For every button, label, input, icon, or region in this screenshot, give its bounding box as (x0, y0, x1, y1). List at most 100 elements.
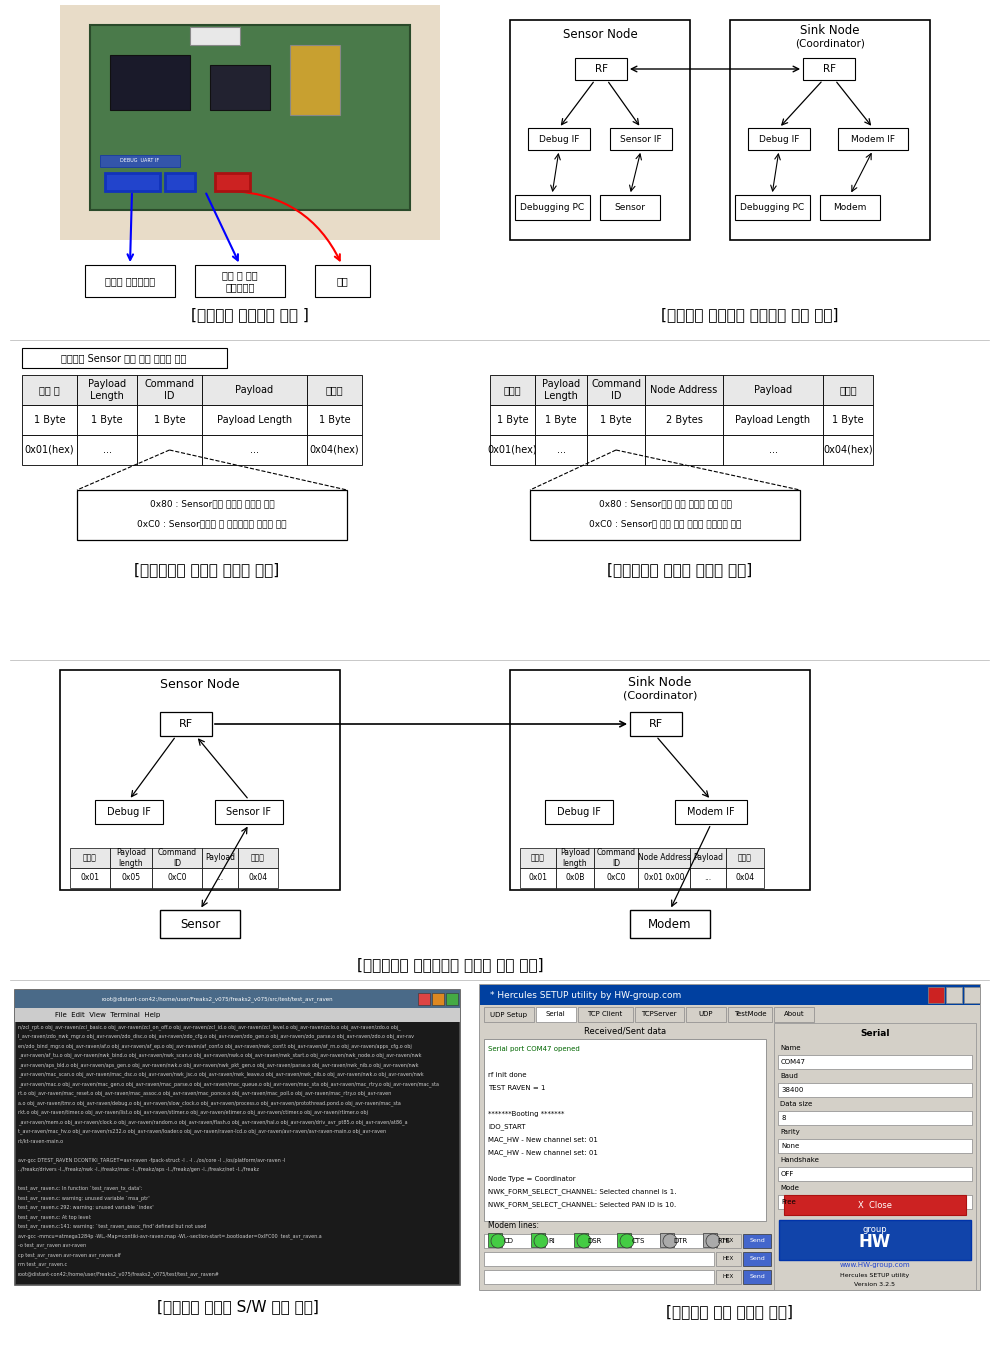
Text: test_avr_raven.c 292: warning: unused variable `index': test_avr_raven.c 292: warning: unused va… (18, 1205, 154, 1211)
Text: [센서노드와 센서간 메시지 포맷]: [센서노드와 센서간 메시지 포맷] (135, 562, 280, 577)
Bar (95, 801, 163, 824)
Bar (515, 195, 590, 219)
Bar (634, 1008, 684, 1021)
Text: 0x01(hex): 0x01(hex) (25, 446, 74, 455)
Text: 8: 8 (781, 1115, 785, 1121)
Text: Payload: Payload (693, 854, 723, 862)
Text: 센서노드 Sensor 간을 위한 커맨드 구조: 센서노드 Sensor 간을 위한 커맨드 구조 (61, 352, 187, 363)
Bar (638, 849, 690, 868)
Bar (165, 173, 195, 191)
Bar (22, 348, 227, 367)
Bar (730, 21, 930, 240)
Bar (60, 670, 340, 890)
Bar (215, 801, 283, 824)
Text: 1 Byte: 1 Byte (497, 415, 528, 425)
Bar (77, 489, 347, 540)
Bar (530, 489, 800, 540)
Text: 종료자: 종료자 (839, 385, 857, 395)
Bar (630, 712, 682, 736)
Bar (600, 195, 660, 219)
Bar (15, 990, 460, 1285)
Text: 0x04(hex): 0x04(hex) (823, 446, 873, 455)
Bar (723, 435, 823, 465)
Bar (748, 128, 810, 149)
Text: ...: ... (250, 446, 259, 455)
Text: 0x01(hex): 0x01(hex) (488, 446, 537, 455)
Text: Modem IF: Modem IF (687, 808, 735, 817)
Bar (531, 1233, 545, 1248)
Text: HW: HW (859, 1233, 891, 1250)
Text: TCP Client: TCP Client (587, 1012, 622, 1017)
Bar (484, 1270, 714, 1285)
Bar (202, 376, 307, 404)
Text: Payload Length: Payload Length (735, 415, 810, 425)
Bar (535, 404, 587, 435)
Text: 시작자: 시작자 (83, 854, 97, 862)
Text: 1 Byte: 1 Byte (600, 415, 631, 425)
Text: Payload
Length: Payload Length (541, 380, 580, 400)
Text: DTR: DTR (674, 1238, 688, 1243)
Circle shape (491, 1234, 505, 1248)
Bar (823, 404, 873, 435)
Bar (726, 849, 764, 868)
Text: _avr-raven/mac_scan.o obj_avr-raven/mac_dsc.o obj_avr-raven/nwk_jsc.o obj_avr-ra: _avr-raven/mac_scan.o obj_avr-raven/mac_… (18, 1072, 424, 1078)
Text: Serial: Serial (545, 1012, 565, 1017)
Text: CTS: CTS (631, 1238, 644, 1243)
Bar (574, 1233, 588, 1248)
Text: Node Type = Coordinator: Node Type = Coordinator (488, 1176, 575, 1182)
Text: [싱크노드와 모뎀간 메시지 포맷]: [싱크노드와 모뎀간 메시지 포맷] (607, 562, 752, 577)
Bar (535, 1008, 575, 1021)
Text: t_avr-raven/mac_hv.o obj_avr-raven/rs232.o obj_avr-raven/loader.o obj_avr-raven/: t_avr-raven/mac_hv.o obj_avr-raven/rs232… (18, 1128, 387, 1134)
Text: (Coordinator): (Coordinator) (622, 690, 697, 701)
Bar (510, 670, 810, 890)
Text: X  Close: X Close (858, 1201, 892, 1209)
Text: Data size: Data size (780, 1101, 812, 1106)
Text: Name: Name (780, 1045, 800, 1052)
Text: 시작자: 시작자 (531, 854, 544, 862)
Text: (Coordinator): (Coordinator) (795, 38, 865, 48)
Bar (510, 21, 690, 240)
Text: _avr-raven/af_tu.o obj_avr-raven/nwk_bind.o obj_avr-raven/nwk_scan.o obj_avr-rav: _avr-raven/af_tu.o obj_avr-raven/nwk_bin… (18, 1053, 422, 1058)
Circle shape (663, 1234, 677, 1248)
Bar (110, 868, 152, 888)
Bar (528, 128, 590, 149)
Bar (238, 868, 278, 888)
Text: Debug IF: Debug IF (107, 808, 151, 817)
Bar (152, 849, 202, 868)
Bar (823, 376, 873, 404)
Bar (480, 1023, 980, 1290)
Bar (716, 1270, 741, 1285)
Bar (660, 1233, 674, 1248)
Text: MAC_HW - New channel set: 01: MAC_HW - New channel set: 01 (488, 1150, 597, 1156)
Bar (716, 1252, 741, 1265)
Bar (110, 849, 152, 868)
Bar (520, 868, 556, 888)
Text: 0x04(hex): 0x04(hex) (310, 446, 360, 455)
Text: 1 Byte: 1 Byte (319, 415, 351, 425)
Bar (77, 404, 137, 435)
Text: ...: ... (704, 873, 711, 883)
Text: UDP: UDP (698, 1012, 713, 1017)
Text: _avr-raven/mem.o obj_avr-raven/clock.o obj_avr-raven/random.o obj_avr-raven/flas: _avr-raven/mem.o obj_avr-raven/clock.o o… (18, 1119, 408, 1124)
Bar (484, 1234, 714, 1248)
Text: RF: RF (179, 718, 193, 729)
Text: [환경관리 센서노드 프로토콜 흐름 구조]: [환경관리 센서노드 프로토콜 흐름 구조] (661, 307, 839, 322)
Bar (490, 376, 535, 404)
Text: test_avr_raven.c:141: warning: `test_raven_assoc_find' defined but not used: test_avr_raven.c:141: warning: `test_rav… (18, 1224, 207, 1230)
Text: HEX: HEX (722, 1238, 733, 1243)
Text: 종료자: 종료자 (738, 854, 752, 862)
Text: MAC_HW - New channel set: 01: MAC_HW - New channel set: 01 (488, 1137, 597, 1143)
Text: 0x05: 0x05 (122, 873, 141, 883)
Text: 0x0B: 0x0B (565, 873, 584, 883)
Bar (575, 58, 627, 80)
Text: Payload
length: Payload length (560, 849, 590, 868)
Text: Payload Length: Payload Length (217, 415, 292, 425)
Text: test_avr_raven.c: At top level:: test_avr_raven.c: At top level: (18, 1215, 92, 1220)
Text: Received/Sent data: Received/Sent data (584, 1027, 666, 1035)
Bar (838, 128, 908, 149)
Text: 0x80 : Sensor에게 다음 데이터 송신 요청: 0x80 : Sensor에게 다음 데이터 송신 요청 (598, 499, 731, 509)
Text: ...: ... (103, 446, 112, 455)
Text: Payload: Payload (236, 385, 274, 395)
Bar (160, 712, 212, 736)
Text: 1 Byte: 1 Byte (91, 415, 123, 425)
